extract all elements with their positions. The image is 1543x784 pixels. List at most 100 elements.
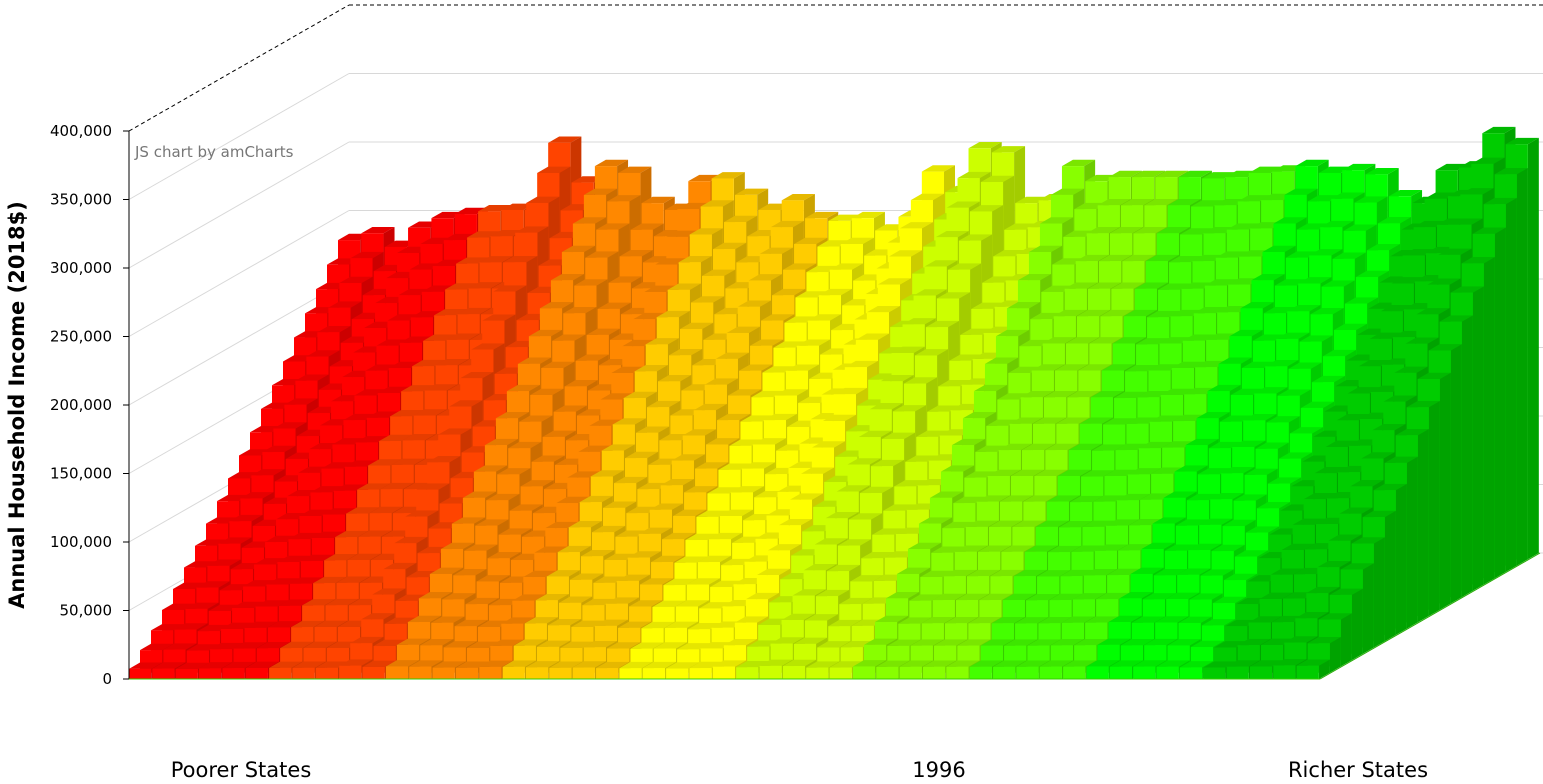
- bar-top: [1149, 415, 1183, 422]
- bar: [315, 667, 339, 679]
- bar-top: [734, 616, 769, 623]
- bar-top: [1049, 593, 1083, 601]
- bar-top: [822, 414, 857, 422]
- bar-top: [486, 493, 520, 501]
- bar-top: [902, 318, 936, 325]
- bar-top: [484, 438, 519, 446]
- watermark-text[interactable]: JS chart by amCharts: [134, 143, 294, 161]
- bar-top: [1365, 168, 1399, 175]
- bar-top: [899, 660, 933, 667]
- bar-top: [663, 578, 697, 586]
- gridline-depth: [128, 4, 350, 132]
- bar-top: [836, 485, 870, 492]
- bar: [292, 667, 315, 679]
- bar-top: [583, 188, 618, 195]
- bar-top: [1298, 277, 1332, 284]
- bar-top: [1061, 159, 1096, 167]
- bar-top: [674, 556, 708, 563]
- bar-top: [803, 564, 837, 571]
- bar-top: [880, 374, 914, 382]
- bar-top: [1185, 438, 1219, 446]
- bar-top: [1037, 570, 1071, 577]
- bar-top: [1077, 309, 1111, 317]
- bar-top: [1284, 636, 1318, 643]
- bar-top: [978, 545, 1012, 552]
- bar-top: [1273, 659, 1307, 666]
- bar-top: [597, 302, 631, 309]
- bar-top: [1226, 660, 1260, 667]
- bar-top: [863, 638, 898, 645]
- bar-top: [1233, 494, 1267, 501]
- bar-top: [774, 389, 808, 396]
- bar-top: [1190, 640, 1225, 647]
- bar-top: [761, 314, 795, 321]
- y-tick-label: 250,000: [50, 328, 112, 346]
- bar-top: [723, 638, 758, 646]
- bar-top: [1388, 189, 1423, 197]
- bar-top: [1035, 520, 1069, 527]
- bar-top: [313, 576, 347, 584]
- bar-top: [833, 387, 868, 395]
- bar-top: [1288, 362, 1322, 369]
- bar-top: [653, 642, 687, 649]
- bar-top: [442, 593, 476, 600]
- bar-top: [1105, 519, 1139, 526]
- bar-top: [244, 621, 278, 628]
- bar-top: [785, 364, 819, 371]
- bar-top: [1166, 592, 1200, 599]
- bar-top: [1212, 596, 1247, 604]
- bar-top: [1092, 444, 1126, 451]
- bar-top: [1177, 568, 1211, 575]
- bar-top: [678, 255, 712, 263]
- bar-top: [1248, 616, 1282, 623]
- bar-top: [700, 200, 734, 207]
- bar-top: [1287, 305, 1321, 312]
- bar-top: [954, 545, 988, 552]
- bar-top: [324, 554, 358, 561]
- bar: [339, 665, 362, 679]
- bar-top: [1109, 660, 1144, 667]
- bar-top: [303, 641, 337, 648]
- bar-top: [1262, 245, 1296, 253]
- bar-top: [1039, 660, 1073, 667]
- bar-top: [1000, 495, 1034, 502]
- bar-top: [987, 469, 1021, 477]
- bar-top: [222, 661, 256, 669]
- bar-top: [590, 470, 624, 477]
- bar-top: [1178, 170, 1212, 178]
- bar-top: [535, 593, 569, 601]
- bar-top: [724, 215, 758, 223]
- bar-top: [1179, 661, 1214, 668]
- bar-top: [372, 588, 406, 595]
- bar-top: [280, 641, 314, 649]
- bar-top: [759, 247, 793, 254]
- bar-top: [1266, 416, 1300, 423]
- bar: [1249, 666, 1273, 679]
- bar-top: [1097, 638, 1131, 645]
- bar-top: [693, 403, 727, 411]
- bar-top: [475, 519, 509, 526]
- bar-top: [1099, 254, 1133, 262]
- bar-top: [454, 619, 488, 627]
- bar-top: [1333, 323, 1368, 331]
- bar-top: [1033, 417, 1067, 424]
- bar-top: [625, 451, 659, 459]
- bar: [852, 666, 876, 679]
- bar-top: [482, 314, 516, 321]
- bar-top: [748, 274, 782, 281]
- bar-top: [1004, 639, 1038, 646]
- bar-top: [921, 165, 956, 172]
- bar-top: [471, 343, 505, 350]
- bar-top: [473, 465, 508, 472]
- bar-side: [1505, 197, 1517, 572]
- bar-top: [357, 483, 391, 490]
- bar-top: [1343, 224, 1377, 231]
- bar-top: [1022, 443, 1056, 451]
- bar-top: [852, 660, 887, 667]
- bar-top: [451, 517, 486, 524]
- gridline-depth: [128, 210, 350, 337]
- bar: [946, 666, 969, 679]
- bar-top: [995, 329, 1030, 337]
- bar-top: [255, 600, 289, 607]
